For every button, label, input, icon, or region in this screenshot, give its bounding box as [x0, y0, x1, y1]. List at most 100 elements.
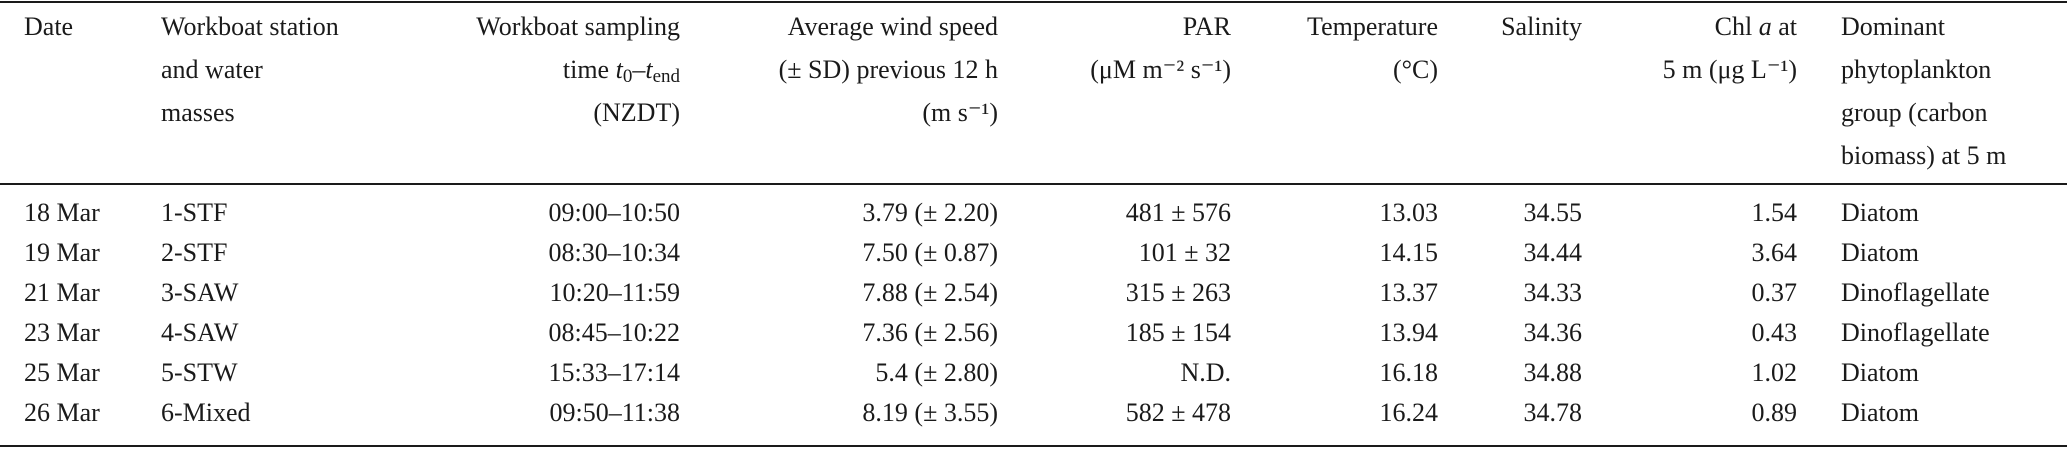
cell: 19 Mar — [24, 238, 100, 267]
header-segment: (°C) — [1393, 55, 1438, 84]
cell: 7.50 (± 0.87) — [862, 238, 998, 267]
cell: 4-SAW — [161, 318, 239, 347]
header-text: group (carbon — [1841, 98, 1988, 127]
header-segment: Date — [24, 12, 73, 41]
subscript: 0 — [623, 66, 633, 87]
cell: 34.88 — [1524, 358, 1583, 387]
cell: 3-SAW — [161, 278, 239, 307]
cell: 16.18 — [1380, 358, 1439, 387]
header-text: Temperature — [1307, 12, 1438, 41]
cell: Dinoflagellate — [1841, 278, 1990, 307]
cell: Diatom — [1841, 198, 1919, 227]
header-text: (NZDT) — [593, 98, 680, 127]
header-text: Workboat sampling — [476, 12, 680, 41]
cell: 0.37 — [1752, 278, 1798, 307]
header-text: 5 m (μg L⁻¹) — [1663, 55, 1797, 84]
header-segment: t — [645, 55, 653, 84]
header-text: Chl a at — [1715, 12, 1798, 41]
cell: 481 ± 576 — [1126, 198, 1231, 227]
cell: 0.43 — [1752, 318, 1798, 347]
cell: 3.79 (± 2.20) — [862, 198, 998, 227]
cell: Diatom — [1841, 238, 1919, 267]
cell: 21 Mar — [24, 278, 100, 307]
header-text: biomass) at 5 m — [1841, 141, 2006, 170]
cell: 34.55 — [1524, 198, 1583, 227]
cell: 10:20–11:59 — [550, 278, 680, 307]
cell: 582 ± 478 — [1126, 398, 1231, 427]
cell: 1.54 — [1752, 198, 1798, 227]
header-text: Date — [24, 12, 73, 41]
cell: 1.02 — [1752, 358, 1798, 387]
header-text: (± SD) previous 12 h — [779, 55, 998, 84]
cell: 5-STW — [161, 358, 238, 387]
cell: 2-STF — [161, 238, 227, 267]
cell: 13.37 — [1380, 278, 1439, 307]
cell: N.D. — [1180, 358, 1231, 387]
header-segment: biomass) at 5 m — [1841, 141, 2006, 170]
cell: 3.64 — [1752, 238, 1798, 267]
header-segment: a — [1759, 12, 1772, 41]
cell: Diatom — [1841, 398, 1919, 427]
header-segment: (NZDT) — [593, 98, 680, 127]
header-segment: (± SD) previous 12 h — [779, 55, 998, 84]
cell: 13.03 — [1380, 198, 1439, 227]
header-text: masses — [161, 98, 235, 127]
header-segment: Salinity — [1501, 12, 1582, 41]
cell: 14.15 — [1380, 238, 1439, 267]
header-text: Salinity — [1501, 12, 1582, 41]
cell: 34.44 — [1524, 238, 1583, 267]
header-text: Workboat station — [161, 12, 339, 41]
cell: 5.4 (± 2.80) — [875, 358, 998, 387]
cell: 34.36 — [1524, 318, 1583, 347]
header-segment: at — [1772, 12, 1798, 41]
header-segment: Workboat station — [161, 12, 339, 41]
header-segment: phytoplankton — [1841, 55, 1991, 84]
header-segment: (m s⁻¹) — [922, 98, 998, 127]
cell: Dinoflagellate — [1841, 318, 1990, 347]
header-segment: and water — [161, 55, 263, 84]
header-segment: Average wind speed — [788, 12, 998, 41]
cell: 101 ± 32 — [1139, 238, 1231, 267]
header-text: (m s⁻¹) — [922, 98, 998, 127]
cell: 1-STF — [161, 198, 227, 227]
cell: 08:45–10:22 — [549, 318, 680, 347]
header-segment: Chl — [1715, 12, 1759, 41]
cell: 16.24 — [1380, 398, 1439, 427]
header-text: (°C) — [1393, 55, 1438, 84]
header-text: and water — [161, 55, 263, 84]
cell: 09:00–10:50 — [549, 198, 680, 227]
cell: 25 Mar — [24, 358, 100, 387]
header-segment: Dominant — [1841, 12, 1946, 41]
header-segment: t — [616, 55, 624, 84]
cell: 26 Mar — [24, 398, 100, 427]
header-segment: Workboat sampling — [476, 12, 680, 41]
header-segment: time — [563, 55, 616, 84]
header-text: phytoplankton — [1841, 55, 1991, 84]
header-text: time t0–tend — [563, 55, 681, 87]
header-segment: 5 m (μg L⁻¹) — [1663, 55, 1797, 84]
cell: 34.33 — [1524, 278, 1583, 307]
cell: Diatom — [1841, 358, 1919, 387]
header-segment: group (carbon — [1841, 98, 1988, 127]
cell: 18 Mar — [24, 198, 100, 227]
header-segment: Temperature — [1307, 12, 1438, 41]
cell: 08:30–10:34 — [549, 238, 680, 267]
cell: 8.19 (± 3.55) — [862, 398, 998, 427]
cell: 185 ± 154 — [1126, 318, 1231, 347]
cell: 09:50–11:38 — [550, 398, 680, 427]
header-segment: masses — [161, 98, 235, 127]
header-text: PAR — [1183, 12, 1232, 41]
cell: 7.36 (± 2.56) — [862, 318, 998, 347]
cell: 6-Mixed — [161, 398, 251, 427]
subscript: end — [653, 66, 681, 87]
cell: 0.89 — [1752, 398, 1798, 427]
header-text: Average wind speed — [788, 12, 998, 41]
cell: 34.78 — [1524, 398, 1583, 427]
cell: 7.88 (± 2.54) — [862, 278, 998, 307]
cell: 13.94 — [1380, 318, 1439, 347]
cell: 15:33–17:14 — [549, 358, 680, 387]
header-text: Dominant — [1841, 12, 1946, 41]
header-segment: (μM m⁻² s⁻¹) — [1090, 55, 1231, 84]
cell: 23 Mar — [24, 318, 100, 347]
